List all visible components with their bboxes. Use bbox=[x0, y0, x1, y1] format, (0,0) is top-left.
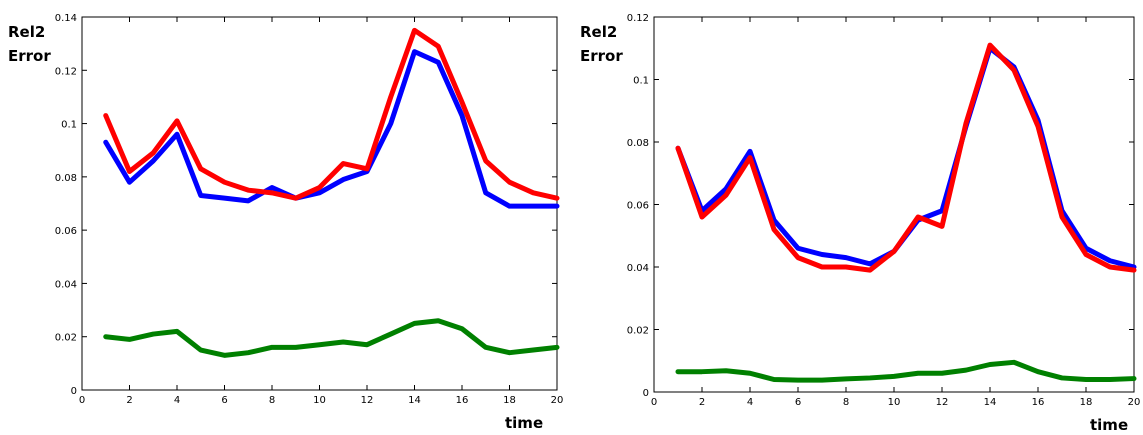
right-xtick-label: 12 bbox=[936, 397, 949, 408]
left-ytick-label: 0.04 bbox=[55, 279, 77, 290]
left-xtick-label: 10 bbox=[313, 395, 326, 406]
right-xtick-label: 16 bbox=[1032, 397, 1045, 408]
right-xtick-label: 2 bbox=[699, 397, 705, 408]
left-xlabel: time bbox=[505, 414, 543, 432]
left-series-blue-line bbox=[103, 49, 560, 209]
right-series-green-line bbox=[675, 359, 1137, 383]
left-xtick-label: 2 bbox=[126, 395, 132, 406]
left-chart: Rel2 Error time 0 2 4 6 8 10 12 14 16 18 20 0 0.02 0.… bbox=[8, 13, 563, 432]
left-xtick-label: 16 bbox=[456, 395, 469, 406]
right-xtick-label: 8 bbox=[843, 397, 849, 408]
left-xtick-label: 6 bbox=[221, 395, 227, 406]
right-ytick-label: 0.1 bbox=[633, 76, 649, 87]
left-xtick-label: 12 bbox=[361, 395, 374, 406]
right-ytick-label: 0.02 bbox=[627, 326, 649, 337]
right-xtick-label: 18 bbox=[1080, 397, 1093, 408]
left-series-green-line bbox=[103, 318, 560, 358]
left-ytick-label: 0.08 bbox=[55, 173, 77, 184]
right-xtick-label: 0 bbox=[651, 397, 657, 408]
left-xtick-label: 8 bbox=[269, 395, 275, 406]
left-xtick-label: 18 bbox=[503, 395, 516, 406]
right-ytick-label: 0.08 bbox=[627, 138, 649, 149]
right-ylabel-line1: Rel2 bbox=[580, 23, 617, 41]
right-ytick-label: 0.12 bbox=[627, 13, 649, 24]
right-series-red-line bbox=[675, 42, 1137, 273]
left-ytick-label: 0 bbox=[71, 386, 77, 397]
right-ytick-label: 0 bbox=[643, 388, 649, 399]
left-series-red-line bbox=[103, 27, 560, 201]
right-xtick-label: 14 bbox=[984, 397, 997, 408]
left-ytick-label: 0.02 bbox=[55, 333, 77, 344]
right-ytick-label: 0.06 bbox=[627, 201, 649, 212]
right-ytick-label: 0.04 bbox=[627, 263, 649, 274]
left-ylabel-line1: Rel2 bbox=[8, 23, 45, 41]
left-ylabel-line2: Error bbox=[8, 47, 51, 65]
left-ytick-label: 0.12 bbox=[55, 66, 77, 77]
right-xtick-label: 4 bbox=[747, 397, 753, 408]
right-xlabel: time bbox=[1090, 416, 1128, 434]
right-ylabel-line2: Error bbox=[580, 47, 623, 65]
right-xtick-label: 6 bbox=[795, 397, 801, 408]
right-xtick-label: 10 bbox=[888, 397, 901, 408]
left-xtick-label: 20 bbox=[551, 395, 564, 406]
right-chart: Rel2 Error time 0 2 4 6 8 10 12 14 16 18 20 0 0.02 0.… bbox=[580, 13, 1140, 434]
left-xtick-label: 0 bbox=[79, 395, 85, 406]
left-xtick-label: 14 bbox=[408, 395, 421, 406]
left-ytick-label: 0.14 bbox=[55, 13, 77, 24]
left-ytick-label: 0.06 bbox=[55, 226, 77, 237]
left-ytick-label: 0.1 bbox=[61, 120, 77, 131]
left-xtick-label: 4 bbox=[174, 395, 180, 406]
right-xtick-label: 20 bbox=[1128, 397, 1141, 408]
